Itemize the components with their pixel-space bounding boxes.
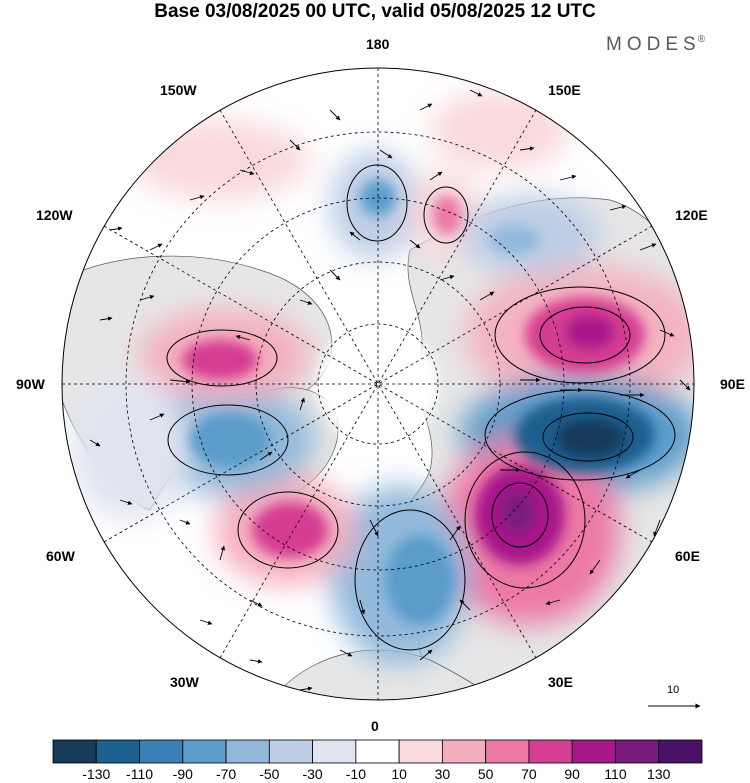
brand-name: MODES bbox=[606, 34, 701, 55]
contour-west-russia-high-2 bbox=[491, 482, 549, 548]
colorbar-swatch bbox=[398, 739, 443, 764]
colorbar-swatch bbox=[658, 739, 703, 764]
lon-label-60e: 60E bbox=[675, 548, 700, 564]
core-high-canada bbox=[182, 340, 258, 380]
contour-pacific-low bbox=[346, 164, 408, 242]
colorbar-tick-label: -70 bbox=[215, 766, 237, 782]
colorbar-swatch bbox=[182, 739, 227, 764]
anomaly-lilac-sw-outer bbox=[70, 380, 190, 520]
colorbar-tick-label: 130 bbox=[647, 766, 671, 782]
contour-east-asia-high-2 bbox=[539, 306, 631, 364]
core-low-siberia bbox=[490, 225, 540, 255]
colorbar-swatch bbox=[615, 739, 660, 764]
contour-europe-low bbox=[354, 509, 466, 651]
lon-label-0: 0 bbox=[371, 718, 379, 734]
colorbar-tick-label: -110 bbox=[126, 766, 154, 782]
reference-vector-label: 10 bbox=[667, 684, 680, 696]
colorbar-swatch bbox=[528, 739, 573, 764]
modes-logo: MODES® bbox=[606, 34, 705, 56]
colorbar bbox=[52, 739, 703, 764]
colorbar-tick-label: -90 bbox=[172, 766, 193, 782]
registered-mark: ® bbox=[697, 34, 706, 45]
graticule bbox=[62, 68, 694, 700]
contour-east-asia-high-1 bbox=[494, 286, 666, 384]
core-high-atlantic bbox=[252, 502, 328, 558]
lon-label-90w: 90W bbox=[16, 376, 45, 392]
colorbar-tick-label: 90 bbox=[564, 766, 580, 782]
latitude-circle-60 bbox=[191, 197, 565, 571]
lon-label-30w: 30W bbox=[170, 674, 199, 690]
contour-west-russia-high-1 bbox=[464, 451, 586, 589]
lon-label-150e: 150E bbox=[548, 82, 581, 98]
contour-pacific-high bbox=[423, 186, 469, 244]
colorbar-tick-label: 10 bbox=[391, 766, 407, 782]
africa-land bbox=[279, 649, 521, 700]
colorbar-tick-label: -50 bbox=[259, 766, 280, 782]
lon-label-60w: 60W bbox=[46, 548, 75, 564]
lon-label-120w: 120W bbox=[36, 207, 73, 223]
anomaly-pink-ne-outer bbox=[430, 90, 570, 170]
colorbar-swatch bbox=[139, 739, 184, 764]
colorbar-swatch bbox=[571, 739, 616, 764]
colorbar-swatch bbox=[441, 739, 487, 764]
lon-label-180: 180 bbox=[366, 36, 390, 52]
colorbar-swatch bbox=[355, 739, 400, 764]
polar-cap bbox=[318, 324, 438, 444]
colorbar-tick-label: -10 bbox=[345, 766, 366, 782]
core-high-pacific bbox=[432, 195, 462, 235]
colorbar-swatch bbox=[268, 739, 314, 764]
core-high-west-russia-inner bbox=[500, 490, 536, 534]
colorbar-swatch bbox=[485, 739, 530, 764]
colorbar-tick-label: 50 bbox=[477, 766, 494, 782]
lon-label-150w: 150W bbox=[160, 82, 197, 98]
contour-canada-high bbox=[166, 329, 278, 387]
map-border bbox=[61, 67, 695, 701]
latitude-circle-50 bbox=[125, 131, 631, 637]
latitude-circle-80 bbox=[317, 323, 439, 445]
lon-label-120e: 120E bbox=[675, 207, 708, 223]
contour-east-asia-low-2 bbox=[542, 412, 634, 462]
lon-label-90e: 90E bbox=[720, 376, 745, 392]
core-low-east-asia-inner bbox=[555, 418, 625, 458]
colorbar-swatch bbox=[225, 739, 270, 764]
colorbar-tick-label: -130 bbox=[82, 766, 111, 782]
core-low-europe bbox=[385, 535, 455, 625]
lon-label-30e: 30E bbox=[548, 674, 573, 690]
contour-atlantic-high bbox=[237, 491, 339, 569]
colorbar-swatch bbox=[52, 739, 97, 764]
core-low-greenland bbox=[190, 412, 270, 468]
colorbar-tick-label: 70 bbox=[521, 766, 537, 782]
colorbar-tick-label: 110 bbox=[604, 766, 627, 782]
colorbar-tick-label: -30 bbox=[302, 766, 323, 782]
contour-greenland-low bbox=[167, 404, 289, 476]
map-title: Base 03/08/2025 00 UTC, valid 05/08/2025… bbox=[154, 1, 596, 22]
colorbar-swatch bbox=[312, 739, 357, 764]
colorbar-swatch bbox=[95, 739, 140, 764]
core-high-east-asia-inner bbox=[565, 314, 615, 350]
map-disc bbox=[62, 68, 694, 700]
colorbar-tick-label: 30 bbox=[434, 766, 451, 782]
